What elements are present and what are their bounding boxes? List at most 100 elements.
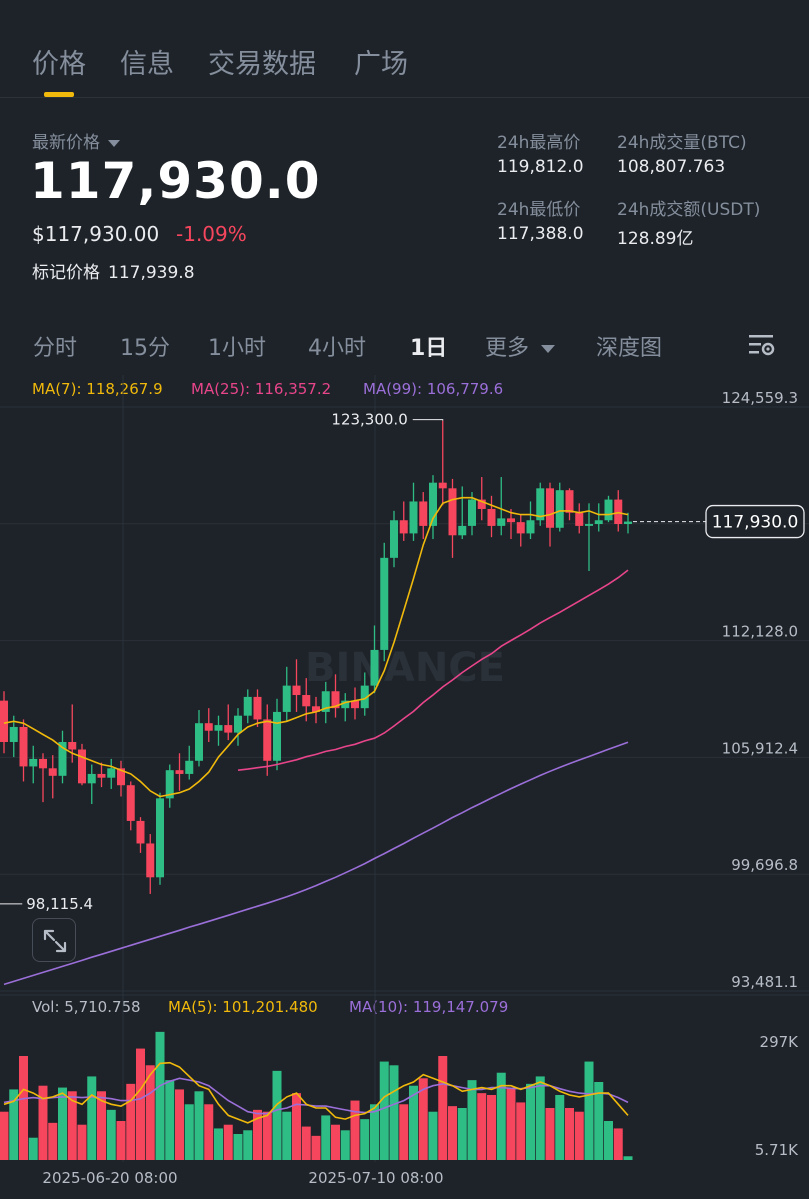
volume-ma-lines <box>3 1061 629 1124</box>
volume-bar <box>340 1130 350 1160</box>
current-price-label: 117,930.0 <box>712 513 799 533</box>
candle <box>516 522 525 534</box>
tab-trading-data[interactable]: 交易数据 <box>208 49 316 80</box>
min-price-label: 98,115.4 <box>26 895 93 913</box>
candle <box>136 820 145 844</box>
volume-bar <box>136 1048 145 1160</box>
volume-bar <box>604 1121 613 1160</box>
latest-price-selector[interactable]: 最新价格 <box>32 128 120 153</box>
volume-bar <box>272 1070 282 1160</box>
volume-bar <box>506 1087 516 1160</box>
volume-bar <box>399 1104 409 1160</box>
volume-bar <box>389 1065 399 1160</box>
high-24h-value: 119,812.0 <box>497 157 584 177</box>
volume-bar <box>126 1083 136 1160</box>
volume-bar <box>370 1104 379 1160</box>
volume-bar <box>438 1056 448 1160</box>
volume-bar <box>321 1115 331 1160</box>
volume-bar <box>496 1072 506 1160</box>
date-tick-label: 2025-06-20 08:00 <box>42 1169 177 1187</box>
price-tick-label: 118,343.6 <box>722 506 798 524</box>
ma99-legend: MA(99): 106,779.6 <box>363 380 504 398</box>
volume-bar <box>233 1134 243 1160</box>
low-24h-value: 117,388.0 <box>497 224 584 244</box>
binance-watermark: BINANCE <box>305 645 505 691</box>
candle <box>195 723 203 761</box>
candle <box>507 518 515 523</box>
candle <box>204 723 213 731</box>
candle <box>243 696 252 716</box>
volume-bar <box>28 1137 38 1160</box>
volume-bar <box>428 1111 438 1160</box>
candle <box>68 741 77 750</box>
interval-depth-chart[interactable]: 深度图 <box>596 336 663 361</box>
price-tick-label: 93,481.1 <box>731 973 798 991</box>
interval-4h[interactable]: 4小时 <box>308 336 366 361</box>
interval-1h[interactable]: 1小时 <box>208 336 266 361</box>
volume-bar <box>38 1085 48 1160</box>
caret-down-icon <box>541 345 556 353</box>
candle <box>614 499 623 525</box>
volume-bar <box>145 1065 155 1160</box>
volume-bar <box>214 1128 223 1160</box>
candle <box>487 508 496 526</box>
candle <box>117 768 125 786</box>
volume-bar <box>311 1135 321 1160</box>
volume-bar <box>448 1106 457 1160</box>
candle <box>468 499 476 526</box>
volume-bar <box>467 1080 477 1160</box>
interval-timeline[interactable]: 分时 <box>33 336 78 361</box>
volume-bar <box>409 1085 418 1160</box>
volume-bar <box>418 1078 428 1160</box>
volume-bar <box>301 1126 311 1160</box>
chart-settings-icon[interactable] <box>748 333 776 357</box>
price-tick-label: 124,559.3 <box>722 389 798 407</box>
fullscreen-button[interactable] <box>32 918 76 962</box>
candle <box>351 700 359 709</box>
tab-square[interactable]: 广场 <box>354 49 408 80</box>
last-price: 117,930.0 <box>30 152 321 210</box>
volume-bar <box>0 1111 9 1160</box>
candle <box>146 843 155 878</box>
volume-bar <box>613 1128 623 1160</box>
tab-info[interactable]: 信息 <box>120 49 174 80</box>
candle <box>321 691 330 712</box>
date-tick-label: 2025-07-10 08:00 <box>308 1169 443 1187</box>
price-axis: 124,559.3 118,343.6 112,128.0 105,912.4 99,6… <box>42 389 799 1187</box>
ma7-line <box>3 496 629 798</box>
volume-bar <box>223 1124 233 1160</box>
interval-1d[interactable]: 1日 <box>410 336 448 361</box>
vol-ma5-legend: MA(5): 101,201.480 <box>168 998 318 1016</box>
volume-bar <box>457 1108 467 1160</box>
volume-bar <box>87 1076 97 1160</box>
candle <box>39 758 47 769</box>
candle <box>185 760 194 774</box>
volume-bar <box>48 1122 58 1160</box>
candle <box>419 501 428 526</box>
interval-15m[interactable]: 15分 <box>120 336 170 361</box>
candle <box>214 725 223 731</box>
tab-price[interactable]: 价格 <box>32 49 86 80</box>
candle <box>126 785 135 821</box>
candle <box>292 685 301 696</box>
interval-more[interactable]: 更多 <box>485 330 556 362</box>
candle <box>390 520 398 558</box>
volume-bar <box>282 1111 292 1160</box>
volume-bar <box>253 1109 262 1160</box>
volume-bar <box>594 1082 604 1160</box>
candle <box>253 696 262 720</box>
volume-bar <box>360 1119 370 1160</box>
volume-tick-label: 297K <box>760 1033 800 1051</box>
volume-btc-label: 24h成交量(BTC) <box>617 133 747 153</box>
volume-bar <box>555 1095 565 1160</box>
active-tab-indicator <box>44 92 74 97</box>
candle <box>380 557 389 650</box>
candle <box>224 725 233 733</box>
candle <box>341 700 350 709</box>
candle <box>234 715 242 733</box>
ma7-legend: MA(7): 118,267.9 <box>32 380 163 398</box>
chart-grid <box>0 375 809 1162</box>
volume-bar <box>204 1104 214 1160</box>
candle <box>477 499 486 509</box>
volume-bar <box>565 1108 574 1160</box>
